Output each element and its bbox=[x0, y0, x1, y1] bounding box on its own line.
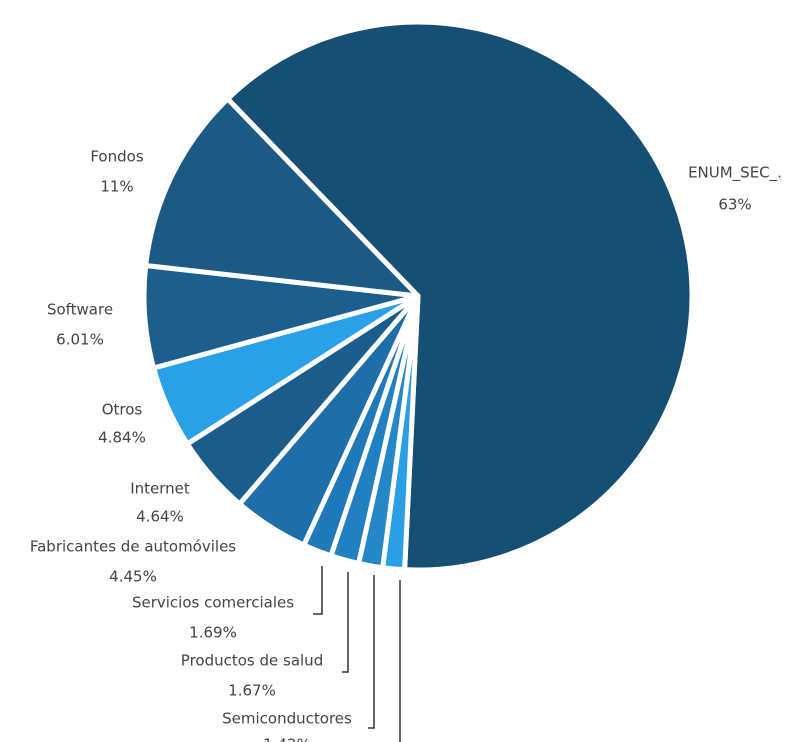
pie-slice bbox=[225, 19, 695, 573]
value-label: 4.45% bbox=[109, 568, 157, 586]
slice-label: Fabricantes de automóviles bbox=[30, 538, 236, 556]
leader-line bbox=[342, 572, 349, 673]
slice-label: Servicios comerciales bbox=[132, 594, 294, 612]
value-label: 4.84% bbox=[98, 429, 146, 447]
slice-label: Fondos bbox=[90, 148, 143, 166]
slice-label: Productos de salud bbox=[181, 652, 323, 670]
value-label: 1.42% bbox=[263, 736, 311, 742]
slice-label: Internet bbox=[130, 480, 190, 498]
leader-line bbox=[313, 566, 323, 615]
value-label: 11% bbox=[100, 178, 133, 196]
value-label: 4.64% bbox=[136, 508, 184, 526]
value-label: 1.69% bbox=[189, 624, 237, 642]
pie-slice bbox=[143, 96, 421, 299]
slice-label: Software bbox=[47, 301, 113, 319]
value-label: 6.01% bbox=[56, 331, 104, 349]
leader-line bbox=[368, 575, 375, 729]
slice-label: Semiconductores bbox=[222, 710, 352, 728]
value-label: 63% bbox=[718, 196, 751, 214]
slice-label: Otros bbox=[102, 401, 143, 419]
value-label: 1.67% bbox=[228, 682, 276, 700]
slice-label: ENUM_SEC_. bbox=[688, 164, 782, 183]
